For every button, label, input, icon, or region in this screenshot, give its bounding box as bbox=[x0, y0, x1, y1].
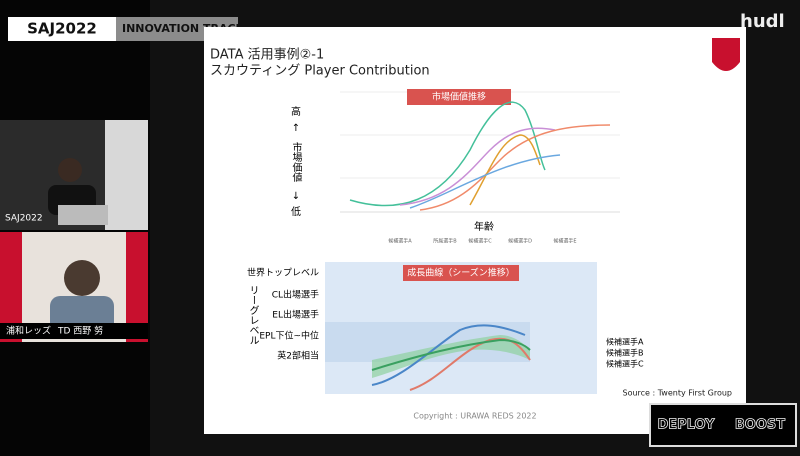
slide-title-2: スカウティング Player Contribution bbox=[210, 64, 430, 79]
legend-entry: 候補選手C bbox=[468, 238, 492, 245]
y-label: 市場価値 bbox=[290, 141, 302, 183]
curve bbox=[409, 154, 561, 209]
curve bbox=[371, 324, 526, 386]
level-label: CL出場選手 bbox=[272, 289, 319, 301]
speaker-face bbox=[64, 260, 100, 296]
y-high: 高 bbox=[291, 105, 301, 118]
curve bbox=[399, 127, 556, 206]
logo-text: BOOST bbox=[735, 418, 785, 433]
chart-1: 市場価値推移 高 ↑ 市場価値 ↓ 低 年齢 候補選手A 所属選手B 候補選手C… bbox=[290, 89, 620, 245]
curve bbox=[419, 124, 611, 211]
curve bbox=[349, 101, 546, 207]
chart-title-box bbox=[403, 265, 519, 281]
curve bbox=[409, 337, 531, 391]
level-label: EPL下位~中位 bbox=[259, 330, 319, 342]
speaker-name: TD 西野 努 bbox=[57, 325, 103, 337]
laptop bbox=[58, 205, 108, 225]
arrow-down: ↓ bbox=[292, 191, 300, 202]
legend-entry: 候補選手C bbox=[606, 359, 644, 369]
copyright: Copyright : URAWA REDS 2022 bbox=[413, 412, 536, 421]
chart-title: 市場価値推移 bbox=[432, 91, 486, 103]
legend-entry: 候補選手A bbox=[388, 238, 412, 245]
legend-entry: 候補選手D bbox=[508, 238, 532, 245]
y-label: リーグレベル bbox=[247, 285, 259, 345]
legend-entry: 候補選手E bbox=[553, 238, 576, 245]
legend-entry: 候補選手B bbox=[606, 348, 644, 358]
range-band bbox=[372, 335, 530, 378]
legend-entry: 候補選手A bbox=[606, 337, 644, 347]
chart-title: 成長曲線（シーズン推移） bbox=[407, 267, 515, 279]
x-label: 年齢 bbox=[474, 220, 494, 233]
club-crest bbox=[712, 38, 740, 71]
brand: hudl bbox=[740, 11, 785, 32]
club-banner-left bbox=[0, 232, 22, 342]
y-low: 低 bbox=[291, 205, 301, 218]
level-label: EL出場選手 bbox=[272, 309, 319, 321]
slide-title-1: DATA 活用事例②-1 bbox=[210, 48, 324, 63]
logo-box bbox=[649, 403, 797, 447]
legend-entry: 所属選手B bbox=[433, 238, 457, 245]
speaker-club: 浦和レッズ bbox=[6, 325, 51, 337]
level-label: 世界トップレベル bbox=[247, 267, 319, 279]
chart-title-box bbox=[407, 89, 511, 105]
source: Source : Twenty First Group bbox=[622, 389, 732, 398]
person bbox=[58, 158, 82, 182]
arrow-up: ↑ bbox=[292, 123, 300, 134]
chart-2: 成長曲線（シーズン推移） リーグレベル 世界トップレベル CL出場選手 EL出場… bbox=[247, 262, 644, 394]
video-label: SAJ2022 bbox=[5, 214, 43, 224]
logo-text: DEPLOY bbox=[657, 418, 715, 433]
level-label: 英2部相当 bbox=[277, 350, 319, 362]
banner-event: SAJ2022 bbox=[27, 20, 97, 38]
club-banner-right bbox=[126, 232, 148, 342]
banner-event-box bbox=[8, 17, 116, 41]
curve bbox=[371, 338, 531, 371]
backdrop bbox=[105, 120, 148, 230]
name-bar bbox=[0, 323, 148, 339]
curve bbox=[469, 134, 541, 206]
